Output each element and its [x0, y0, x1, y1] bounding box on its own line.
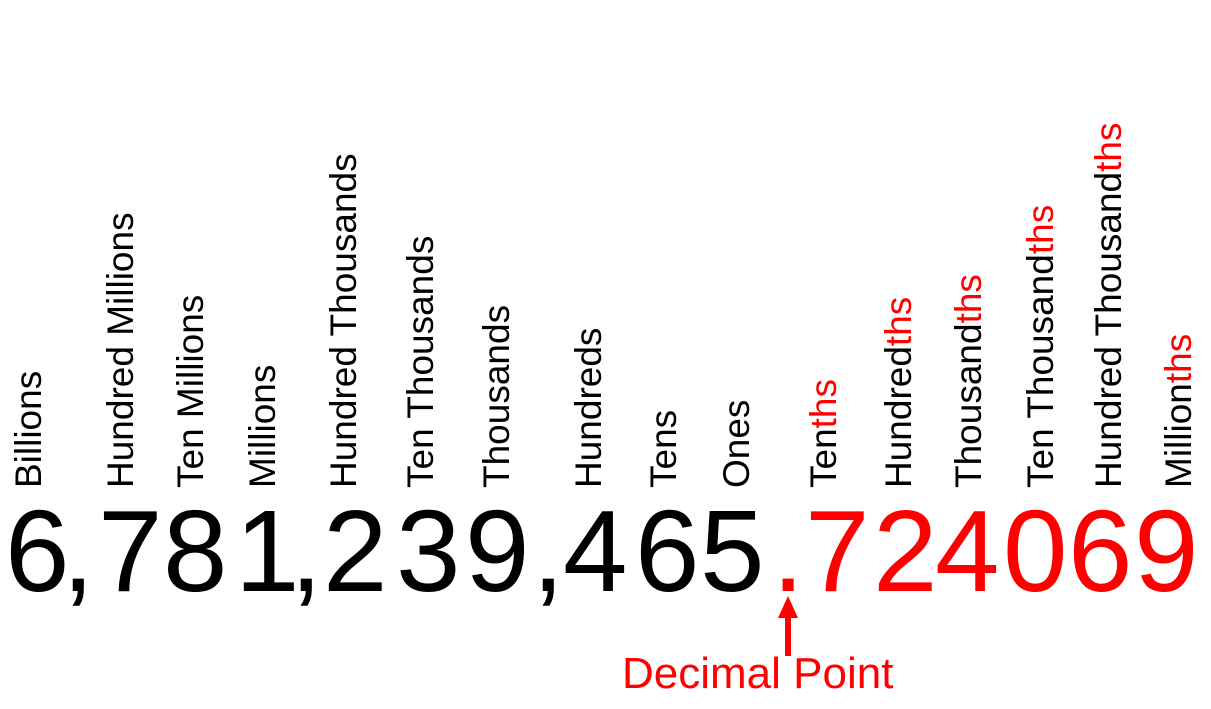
place-label-13: Ten Thousandths — [1020, 204, 1061, 488]
digit-2: 7 — [98, 486, 163, 616]
place-label-base: Hundred Millions — [100, 212, 141, 488]
place-label-base: Millions — [242, 364, 283, 488]
digit-8: 9 — [465, 486, 530, 616]
place-label-base: Ten Thousand — [1020, 254, 1061, 488]
place-label-base: Ones — [716, 399, 757, 488]
decimal-point-caption: Decimal Point — [622, 649, 894, 698]
place-label-15: Millionths — [1158, 333, 1199, 488]
place-label-0: Billions — [8, 370, 49, 488]
place-label-base: Tens — [643, 409, 684, 488]
place-label-suffix: ths — [1158, 333, 1199, 384]
digit-6: 2 — [323, 486, 388, 616]
place-label-14: Hundred Thousandths — [1088, 122, 1129, 488]
digit-11: 6 — [635, 486, 700, 616]
place-label-base: Thousand — [948, 323, 989, 488]
place-label-suffix: ths — [1088, 122, 1129, 172]
place-label-8: Tens — [643, 409, 684, 488]
place-label-12: Thousandths — [948, 274, 989, 488]
place-label-suffix: ths — [878, 296, 919, 347]
place-label-11: Hundredths — [878, 296, 919, 488]
digit-16: 4 — [935, 486, 1000, 616]
place-label-7: Hundreds — [568, 327, 609, 488]
comma: , — [62, 486, 95, 616]
place-label-base: Hundred Thousand — [1088, 171, 1129, 488]
digit-17: 0 — [1003, 486, 1068, 616]
comma: , — [532, 486, 565, 616]
digit-10: 4 — [563, 486, 628, 616]
digit-18: 6 — [1068, 486, 1133, 616]
place-label-6: Thousands — [476, 304, 517, 488]
place-label-2: Ten Millions — [170, 294, 211, 488]
digit-12: 5 — [700, 486, 765, 616]
place-label-base: Billions — [8, 370, 49, 488]
place-label-suffix: ths — [948, 274, 989, 324]
place-label-base: Hundred — [878, 346, 919, 488]
place-label-base: Thousands — [476, 304, 517, 488]
place-label-9: Ones — [716, 399, 757, 488]
comma: , — [290, 486, 323, 616]
digit-7: 3 — [396, 486, 461, 616]
digit-3: 8 — [163, 486, 228, 616]
place-label-suffix: ths — [803, 378, 844, 429]
up-arrow-icon — [778, 596, 798, 656]
place-label-10: Tenths — [803, 378, 844, 488]
digit-19: 9 — [1134, 486, 1199, 616]
digit-15: 2 — [873, 486, 938, 616]
place-label-base: Ten Millions — [170, 294, 211, 488]
decimal-point: . — [772, 486, 805, 616]
place-label-base: Ten — [803, 428, 844, 488]
digit-14: 7 — [805, 486, 870, 616]
place-label-base: Million — [1158, 383, 1199, 488]
place-label-5: Ten Thousands — [400, 235, 441, 488]
digit-4: 1 — [235, 486, 300, 616]
place-label-1: Hundred Millions — [100, 212, 141, 488]
place-label-4: Hundred Thousands — [323, 153, 364, 488]
place-label-base: Hundred Thousands — [323, 153, 364, 488]
place-label-3: Millions — [242, 364, 283, 488]
place-label-base: Ten Thousands — [400, 235, 441, 488]
place-label-suffix: ths — [1020, 204, 1061, 255]
digit-0: 6 — [5, 486, 70, 616]
place-label-base: Hundreds — [568, 327, 609, 488]
